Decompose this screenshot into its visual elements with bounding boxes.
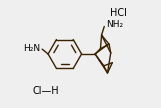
- Text: NH₂: NH₂: [106, 20, 123, 29]
- Text: Cl—H: Cl—H: [32, 86, 59, 96]
- Text: H₂N: H₂N: [23, 44, 41, 53]
- Text: HCl: HCl: [110, 9, 127, 18]
